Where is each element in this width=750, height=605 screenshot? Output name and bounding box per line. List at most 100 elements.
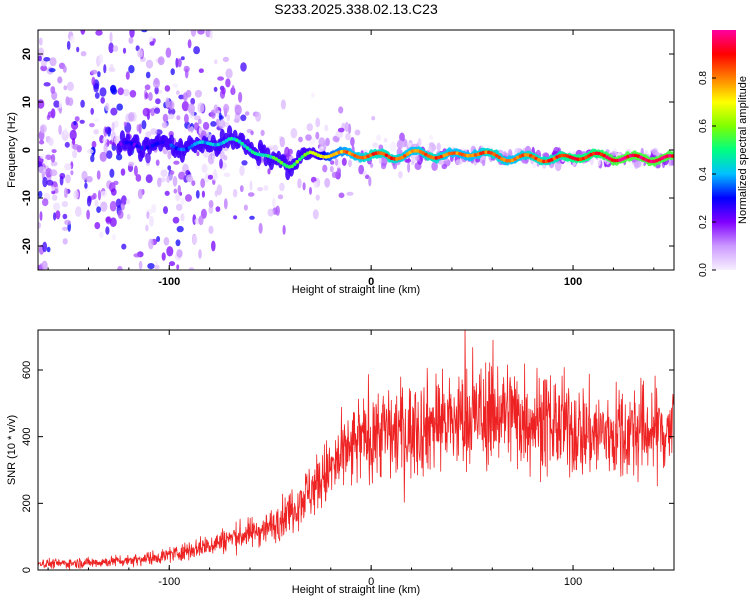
spectrogram-ridge-core [198,140,203,144]
spectrogram-noise-blob [69,8,76,18]
spectrogram-noise-blob [164,190,170,196]
spectrogram-noise-blob [202,121,210,130]
spectrogram-noise-blob [190,97,196,105]
spectrogram-noise-blob [129,90,137,98]
spectrogram-noise-blob [201,163,208,173]
spectrogram-noise-blob [101,30,103,31]
spectrogram-noise-blob [39,153,46,159]
spectrogram-noise-blob [130,273,137,283]
spectrogram-noise-blob [86,176,93,183]
spectrogram-noise-blob [233,215,238,220]
spectrogram-noise-blob [383,137,388,143]
spectrogram-noise-blob [97,0,104,8]
spectrogram-noise-blob [247,192,255,197]
spectrogram-noise-blob [172,175,178,187]
spectrogram-noise-blob [166,175,171,183]
spectrogram-noise-blob [84,182,88,189]
spectrogram-noise-blob [172,83,179,88]
spectrogram-noise-blob [113,19,120,27]
spectrogram-noise-blob [76,46,80,53]
spectrogram-noise-blob [86,149,94,154]
spectrogram-noise-blob [372,142,378,148]
spectrogram-noise-blob [86,209,90,220]
spectrogram-noise-blob [263,185,269,191]
spectrogram-noise-blob [108,42,114,54]
spectrogram-noise-blob [56,11,60,19]
spectrogram-y-ticks: -20 -10 0 10 20 [21,48,674,254]
spectrogram-noise-blob [597,157,601,166]
spectrogram-noise-blob [257,187,264,192]
spectrogram-noise-blob [109,168,115,178]
spectrogram-noise-blob [40,286,44,293]
spectrogram-noise-blob [175,193,181,202]
snr-x-tick-label: 0 [368,576,374,588]
spectrogram-noise-blob [69,129,77,141]
spectrogram-noise-blob [138,260,143,270]
spectrogram-noise-blob [272,197,276,208]
spectrogram-noise-blob [399,132,405,142]
spectrogram-noise-blob [40,65,48,72]
spectrogram-noise-blob [120,203,125,211]
spectrogram-noise-blob [108,67,116,73]
spectrogram-noise-blob [113,135,121,145]
spectrogram-noise-blob [249,215,255,220]
spectrogram-noise-blob [62,65,67,73]
spectrogram-noise-blob [52,194,58,201]
spectrogram-noise-blob [99,151,108,162]
spectrogram-noise-blob [80,295,86,304]
spectrogram-noise-blob [44,158,48,165]
spectrogram-noise-blob [63,128,68,136]
spectrogram-noise-blob [38,37,43,46]
spectrogram-noise-blob [195,190,200,199]
spectrogram-noise-blob [177,58,182,68]
spectrogram-noise-blob [53,100,60,108]
spectrogram-ridge-core [248,148,252,152]
spectrogram-noise-blob [280,99,286,110]
spectrogram-noise-blob [181,101,189,112]
colorbar-tick-label: 0.0 [698,263,709,277]
spectrogram-noise-blob [154,86,159,95]
spectrogram-noise-blob [51,149,57,154]
spectrogram-noise-blob [133,253,141,258]
spectrogram-noise-blob [225,68,233,79]
spectrogram-noise-blob [396,148,402,156]
spectrogram-noise-blob [275,205,281,216]
spectrogram-noise-blob [411,160,415,165]
spectrogram-noise-blob [325,137,330,147]
spectrogram-noise-blob [141,30,148,33]
spectrogram-noise-blob [378,157,382,165]
spectrogram-noise-blob [315,194,320,201]
spectrogram-noise-blob [145,71,151,79]
spectrogram-noise-blob [481,159,486,167]
spectrogram-noise-blob [66,40,71,51]
spectrogram-noise-blob [154,260,159,266]
spectrogram-noise-blob [192,234,198,245]
spectrogram-noise-blob [38,166,46,173]
spectrogram-noise-blob [138,123,142,134]
spectrogram-noise-blob [116,103,123,111]
spectrogram-noise-blob [173,160,180,165]
spectrogram-noise-blob [52,281,58,291]
spectrogram-noise-blob [55,210,61,220]
spectrogram-noise-blob [250,130,254,136]
spectrogram-noise-blob [136,124,140,132]
spectrogram-noise-blob [145,174,153,184]
spectrogram-noise-blob [205,30,211,38]
spectrogram-noise-blob [97,71,101,78]
spectrogram-noise-blob [148,92,153,101]
spectrogram-noise-blob [64,141,70,148]
spectrogram-noise-blob [240,114,247,122]
spectrogram-noise-blob [175,203,183,211]
spectrogram-noise-blob [415,155,420,161]
spectrogram-noise-blob [389,141,397,152]
spectrogram-noise-blob [42,241,48,253]
spectrogram-noise-blob [198,215,204,226]
spectrogram-noise-blob [267,208,274,217]
spectrogram-noise-blob [145,224,149,232]
spectrogram-y-tick-label: 0 [21,147,33,153]
spectrogram-noise-blob [97,190,102,201]
spectrogram-noise-blob [145,152,151,164]
spectrogram-noise-blob [149,215,154,227]
snr-y-tick-label: 400 [21,427,33,445]
spectrogram-noise-blob [429,135,434,140]
